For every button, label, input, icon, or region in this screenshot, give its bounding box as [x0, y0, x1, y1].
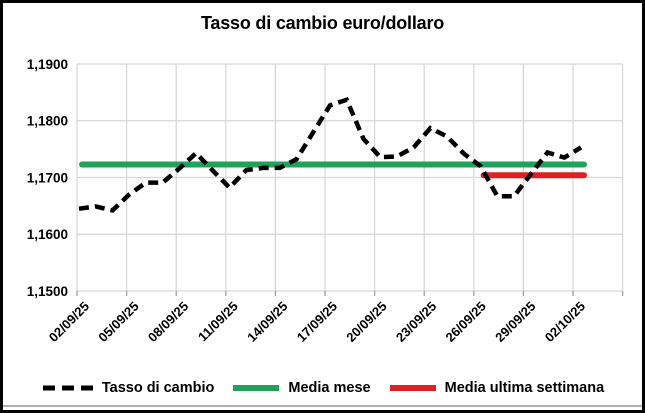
x-tick-label: 11/09/25 — [195, 299, 241, 345]
y-tick-label: 1,1500 — [27, 284, 68, 299]
y-tick-label: 1,1800 — [27, 114, 68, 129]
solid-line-sample-icon — [233, 385, 280, 391]
y-tick-label: 1,1600 — [27, 227, 68, 242]
x-tick-label: 23/09/25 — [393, 299, 439, 345]
x-tick-label: 17/09/25 — [294, 299, 340, 345]
frame-bottom-divider — [3, 405, 642, 407]
x-tick-label: 20/09/25 — [343, 299, 389, 345]
x-tick-label: 02/10/25 — [542, 299, 588, 345]
solid-line-sample-icon — [389, 385, 436, 391]
dashed-line-sample-icon — [42, 385, 93, 391]
x-tick-label: 26/09/25 — [443, 299, 489, 345]
x-tick-label: 02/09/25 — [46, 299, 92, 345]
y-tick-label: 1,1900 — [27, 57, 68, 72]
y-tick-label: 1,1700 — [27, 170, 68, 185]
x-tick-label: 08/09/25 — [145, 299, 191, 345]
legend: Tasso di cambio Media mese Media ultima … — [3, 372, 642, 404]
x-tick-label: 05/09/25 — [95, 299, 141, 345]
legend-label: Media ultima settimana — [444, 380, 605, 396]
x-tick-label: 14/09/25 — [244, 299, 290, 345]
legend-label: Tasso di cambio — [101, 380, 215, 396]
x-tick-label: 29/09/25 — [492, 299, 538, 345]
legend-item-tasso-di-cambio: Tasso di cambio — [41, 380, 215, 396]
legend-label: Media mese — [288, 380, 371, 396]
legend-item-media-mese: Media mese — [231, 380, 371, 396]
chart-title: Tasso di cambio euro/dollaro — [200, 13, 445, 33]
legend-item-media-ultima-settimana: Media ultima settimana — [388, 380, 605, 396]
series-line-tasso-di-cambio — [78, 97, 583, 213]
